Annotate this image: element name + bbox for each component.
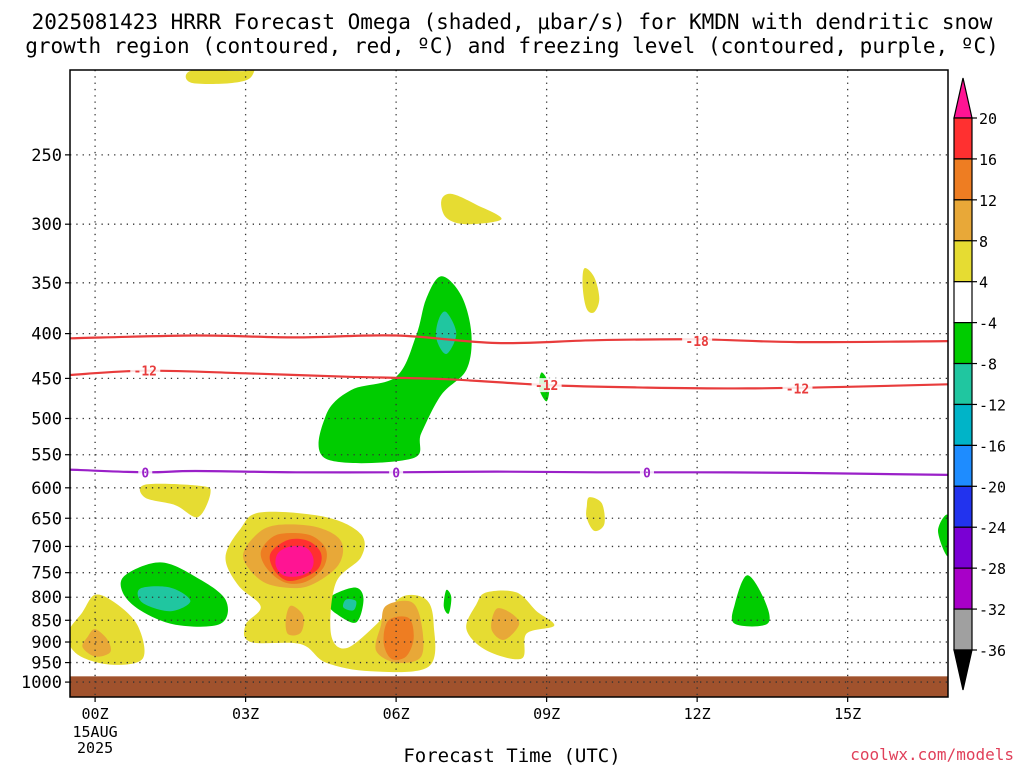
x-tick-label-09Z: 09Z — [533, 705, 560, 723]
colorbar-box-6 — [953, 362, 973, 406]
colorbar-label-10: -24 — [979, 519, 1006, 537]
x-date-label-1: 2025 — [77, 739, 113, 757]
omega-region-8 — [938, 514, 948, 557]
contour-label-0-0: -18 — [685, 335, 709, 350]
omega-region-13 — [443, 589, 452, 614]
x-tick-label-15Z: 15Z — [834, 705, 861, 723]
x-tick-label-00Z: 00Z — [82, 705, 109, 723]
contour-label-bg-0-0 — [682, 334, 713, 349]
contour-label-bg-2-1 — [389, 465, 404, 480]
colorbar-box-2 — [953, 199, 973, 242]
omega-region-0 — [185, 70, 255, 85]
contour-label-1-1: -12 — [535, 379, 558, 394]
colorbar-label-9: -20 — [979, 478, 1006, 496]
y-tick-label-450: 450 — [31, 369, 62, 389]
colorbar-label-0: 20 — [979, 110, 997, 128]
x-axis-label: Forecast Time (UTC) — [403, 745, 621, 767]
omega-region-1 — [441, 193, 502, 225]
omega-region-21 — [275, 545, 314, 577]
contour-line-0 — [70, 334, 948, 345]
y-axis: 2503003504004505005506006507007508008509… — [21, 146, 70, 693]
colorbar-label-2: 12 — [979, 192, 997, 210]
y-tick-label-900: 900 — [31, 633, 62, 653]
credit-link[interactable]: coolwx.com/models — [850, 745, 1014, 764]
colorbar-label-3: 8 — [979, 233, 988, 251]
omega-region-5 — [318, 276, 472, 464]
y-tick-label-800: 800 — [31, 588, 62, 608]
y-tick-label-250: 250 — [31, 146, 62, 166]
contour-line-2 — [70, 468, 948, 476]
contour-line-1 — [70, 369, 948, 390]
contour-label-bg-2-0 — [138, 465, 153, 480]
colorbar-label-8: -16 — [979, 437, 1006, 455]
colorbar-bottom-triangle — [953, 649, 973, 691]
y-tick-label-750: 750 — [31, 564, 62, 584]
y-tick-label-1000: 1000 — [21, 673, 62, 693]
colorbar-box-0 — [953, 117, 973, 160]
plot-frame — [69, 69, 949, 698]
omega-region-12 — [343, 599, 357, 611]
colorbar-box-7 — [953, 403, 973, 446]
colorbar-box-1 — [953, 158, 973, 201]
y-tick-label-350: 350 — [31, 274, 62, 294]
colorbar-top-triangle — [953, 77, 973, 119]
contour-label-2-1: 0 — [392, 466, 400, 481]
y-tick-label-950: 950 — [31, 654, 62, 674]
omega-region-26 — [491, 608, 520, 640]
ground-surface — [70, 676, 948, 697]
contour-label-bg-2-2 — [639, 465, 654, 480]
colorbar-box-3 — [953, 240, 973, 283]
colorbar-label-12: -32 — [979, 601, 1006, 619]
x-tick-label-03Z: 03Z — [232, 705, 259, 723]
y-tick-label-550: 550 — [31, 446, 62, 466]
contour-label-bg-1-0 — [130, 363, 161, 378]
colorbar-box-9 — [953, 485, 973, 528]
contour-label-bg-1-2 — [782, 381, 813, 396]
y-tick-label-600: 600 — [31, 479, 62, 499]
contour-label-1-2: -12 — [786, 382, 809, 397]
omega-region-22 — [285, 605, 304, 636]
chart-title-line1: 2025081423 HRRR Forecast Omega (shaded, … — [31, 10, 993, 34]
colorbar-label-5: -4 — [979, 315, 997, 333]
y-tick-label-650: 650 — [31, 509, 62, 529]
colorbar-label-6: -8 — [979, 356, 997, 374]
colorbar-label-11: -28 — [979, 560, 1006, 578]
y-tick-label-500: 500 — [31, 409, 62, 429]
omega-region-24 — [383, 616, 414, 660]
colorbar: 20 16 12 8 4 -4 -8 -12 -16 -20 -24 -28 -32 -36 — [953, 77, 1006, 691]
colorbar-box-10 — [953, 526, 973, 569]
y-tick-label-400: 400 — [31, 325, 62, 345]
colorbar-box-5 — [953, 322, 973, 365]
contour-label-2-2: 0 — [643, 466, 651, 481]
colorbar-box-11 — [953, 567, 973, 610]
colorbar-label-1: 16 — [979, 151, 997, 169]
omega-region-3 — [139, 483, 211, 518]
omega-region-2 — [582, 268, 600, 313]
colorbar-label-4: 4 — [979, 274, 988, 292]
omega-region-16 — [82, 629, 111, 657]
omega-region-4 — [586, 497, 605, 532]
colorbar-box-8 — [953, 444, 973, 487]
y-tick-label-850: 850 — [31, 611, 62, 631]
omega-region-10 — [137, 586, 191, 612]
chart-title-line2: growth region (contoured, red, ºC) and f… — [25, 34, 999, 58]
contour-label-1-0: -12 — [134, 365, 157, 380]
x-tick-label-06Z: 06Z — [383, 705, 410, 723]
contour-label-bg-1-1 — [531, 378, 562, 393]
y-tick-label-700: 700 — [31, 537, 62, 557]
x-date-label-0: 15AUG — [73, 723, 118, 741]
x-tick-label-12Z: 12Z — [684, 705, 711, 723]
colorbar-box-12 — [953, 608, 973, 651]
omega-region-14 — [731, 575, 770, 627]
contour-label-2-0: 0 — [141, 466, 149, 481]
colorbar-label-13: -36 — [979, 642, 1006, 660]
colorbar-box-4 — [953, 281, 973, 324]
colorbar-label-7: -12 — [979, 396, 1006, 414]
omega-region-6 — [435, 311, 457, 355]
y-tick-label-300: 300 — [31, 215, 62, 235]
